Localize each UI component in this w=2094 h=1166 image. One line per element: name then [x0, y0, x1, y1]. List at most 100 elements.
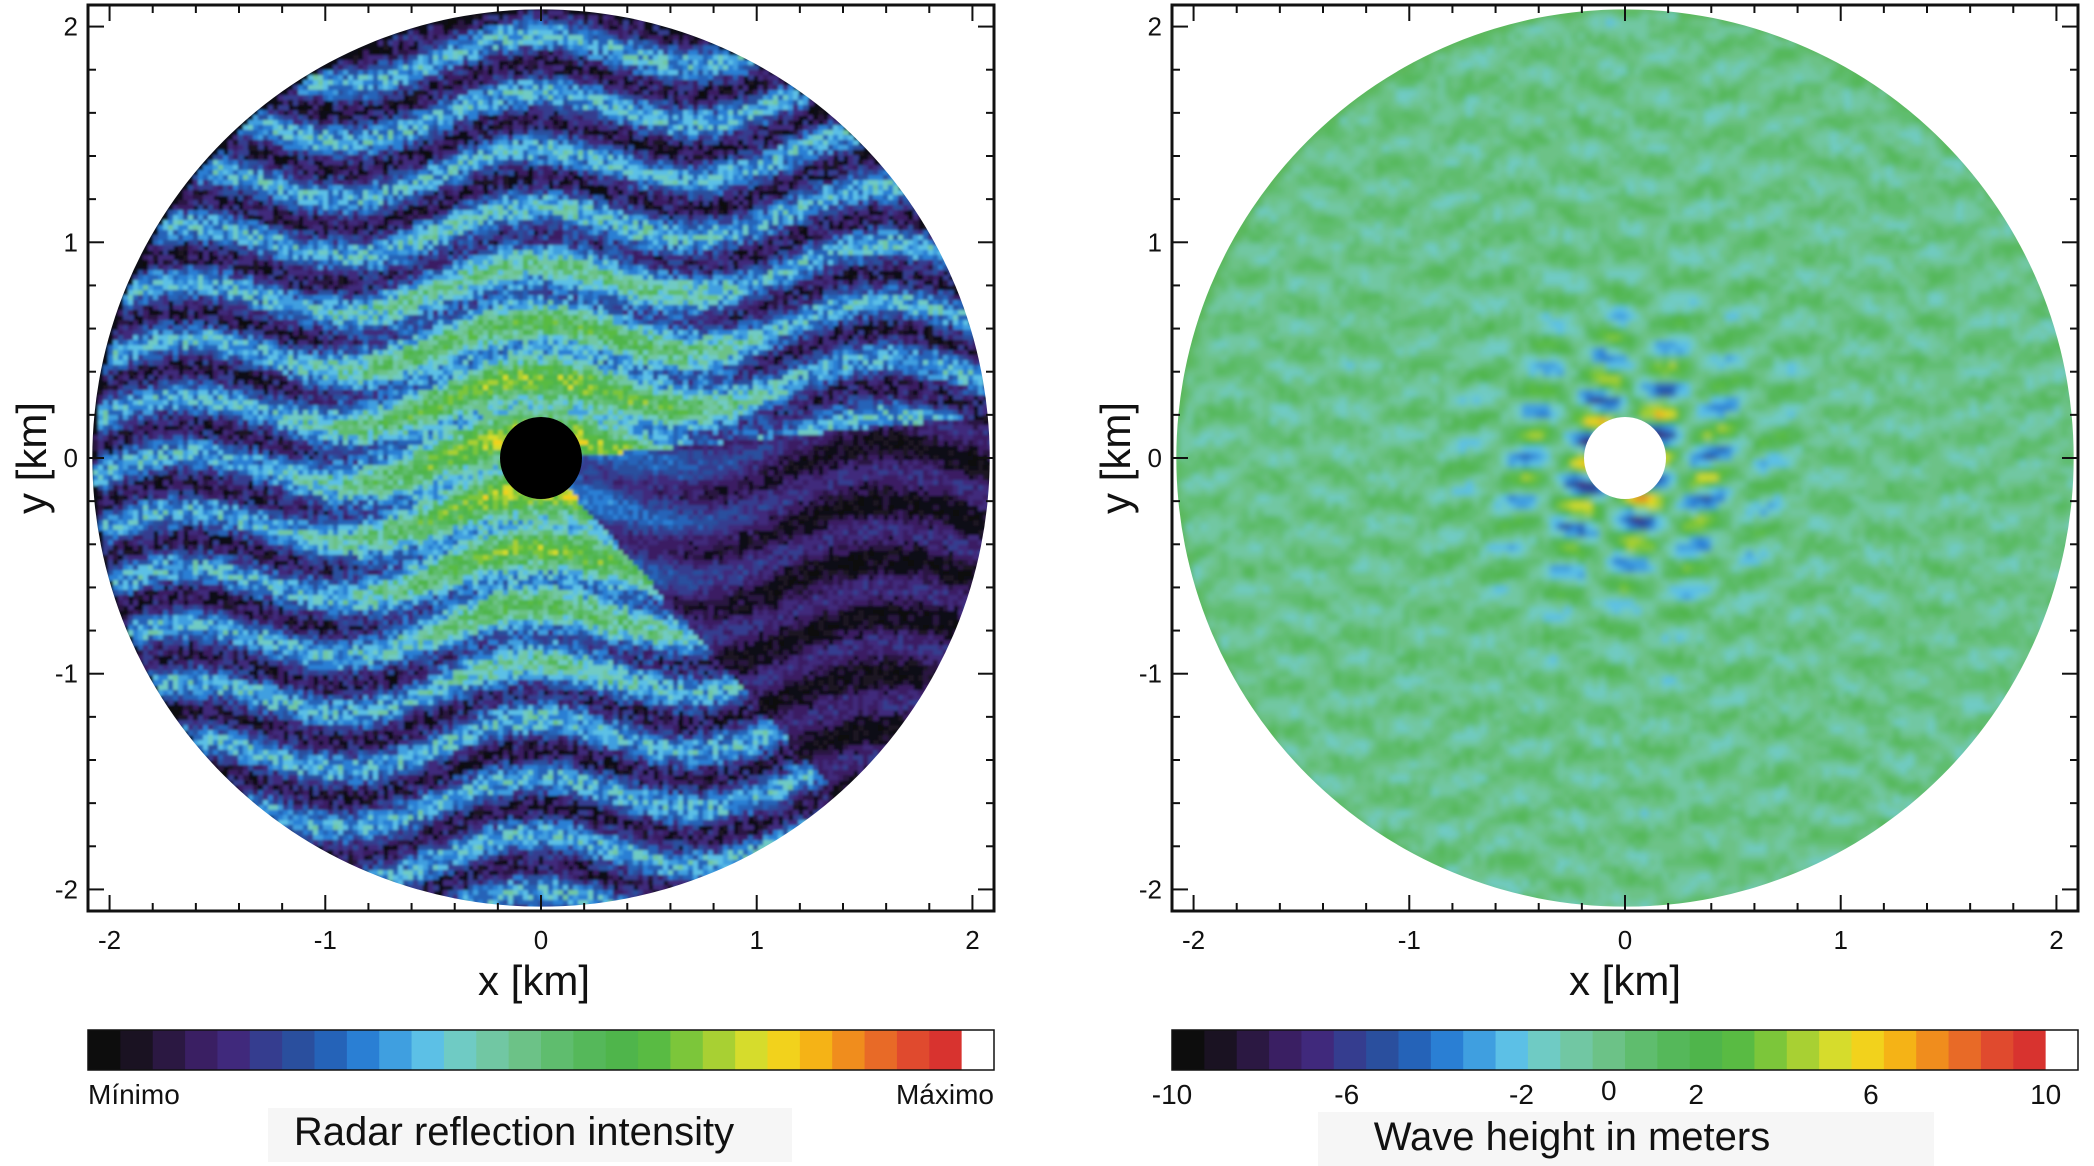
colorbar-segment — [670, 1030, 704, 1070]
y-tick-label: 1 — [1148, 227, 1162, 257]
colorbar-segment — [1722, 1030, 1756, 1070]
colorbar-tick-label: 2 — [1688, 1079, 1704, 1110]
colorbar-segment — [379, 1030, 413, 1070]
colorbar-title-backdrop — [268, 1108, 792, 1162]
colorbar-segment — [1657, 1030, 1691, 1070]
y-tick-label: 2 — [1148, 12, 1162, 42]
y-axis-title: y [km] — [8, 402, 55, 514]
colorbar-title: Radar reflection intensity — [294, 1110, 734, 1154]
colorbar-segment — [1333, 1030, 1367, 1070]
colorbar-tick-label: 10 — [2030, 1079, 2061, 1110]
colorbar-segment — [864, 1030, 898, 1070]
colorbar-segment — [929, 1030, 963, 1070]
y-tick-label: 0 — [64, 443, 78, 473]
colorbar-segment — [120, 1030, 154, 1070]
colorbar-segment — [185, 1030, 219, 1070]
wave-height-colorbar — [1171, 1029, 2079, 1071]
x-tick-label: -1 — [1398, 925, 1421, 955]
colorbar-segment — [896, 1030, 930, 1070]
colorbar-segment — [1366, 1030, 1400, 1070]
colorbar-segment — [1463, 1030, 1497, 1070]
colorbar-frame — [87, 1029, 995, 1071]
y-axis-label: y [km] — [8, 402, 55, 514]
x-axis-label: x [km] — [1569, 957, 1681, 1004]
radar-intensity-plot-area — [92, 9, 990, 907]
colorbar-segment — [832, 1030, 866, 1070]
x-axis-label: x [km] — [478, 957, 590, 1004]
colorbar-segment — [767, 1030, 801, 1070]
axis-ticks: -2 -1 0 1 2 -2 -1 0 1 2 — [1139, 5, 2078, 955]
y-tick-label: -2 — [1139, 874, 1162, 904]
y-tick-label: 2 — [64, 12, 78, 42]
x-axis-title: x [km] — [478, 957, 590, 1004]
colorbar-segment — [476, 1030, 510, 1070]
x-axis-title: x [km] — [1569, 957, 1681, 1004]
x-tick-label: 0 — [534, 925, 548, 955]
colorbar-segment — [1172, 1030, 1205, 1070]
colorbar-segment — [1851, 1030, 1885, 1070]
colorbar-segment — [1592, 1030, 1626, 1070]
colorbar-segment — [1625, 1030, 1658, 1070]
colorbar-segment — [1495, 1030, 1529, 1070]
y-tick-label: -1 — [55, 659, 78, 689]
colorbar-segment — [282, 1030, 316, 1070]
colorbar-max-label: Máximo — [896, 1079, 994, 1110]
x-tick-label: 1 — [1833, 925, 1847, 955]
colorbar-segment — [1883, 1030, 1917, 1070]
colorbar-segment — [2013, 1030, 2047, 1070]
colorbar-segment — [217, 1030, 251, 1070]
intensity-colorbar — [87, 1029, 995, 1071]
radar-blind-center — [1584, 417, 1666, 499]
colorbar-segment — [249, 1030, 283, 1070]
colorbar-segment — [799, 1030, 833, 1070]
colorbar-segment — [541, 1030, 574, 1070]
wave-height-field — [1176, 9, 2074, 907]
radar-intensity-field — [92, 9, 990, 907]
colorbar-segment — [1204, 1030, 1238, 1070]
colorbar-segment — [638, 1030, 672, 1070]
colorbar-tick-label: 0 — [1601, 1075, 1617, 1106]
colorbar-tick-label: 6 — [1863, 1079, 1879, 1110]
colorbar-segment — [1689, 1030, 1723, 1070]
colorbar-segment — [1269, 1030, 1303, 1070]
y-tick-label: -1 — [1139, 659, 1162, 689]
axis-ticks: -2 -1 0 1 2 -2 -1 0 1 2 — [55, 5, 994, 955]
colorbar-segment — [508, 1030, 542, 1070]
x-tick-label: 1 — [749, 925, 763, 955]
x-tick-label: 2 — [2049, 925, 2063, 955]
colorbar-segment — [314, 1030, 348, 1070]
colorbar-segment — [1819, 1030, 1853, 1070]
colorbar-segment — [961, 1030, 995, 1070]
x-tick-label: 0 — [1618, 925, 1632, 955]
colorbar-tick-label: -6 — [1334, 1079, 1359, 1110]
colorbar-segment — [443, 1030, 477, 1070]
colorbar-segment — [1916, 1030, 1950, 1070]
colorbar-title: Wave height in meters — [1374, 1115, 1770, 1159]
colorbar-segment — [1786, 1030, 1820, 1070]
colorbar-segment — [1948, 1030, 1982, 1070]
radar-blind-center — [500, 417, 582, 499]
colorbar-segment — [152, 1030, 186, 1070]
colorbar-segment — [88, 1030, 121, 1070]
colorbar-segment — [411, 1030, 445, 1070]
colorbar-segment — [1430, 1030, 1464, 1070]
colorbar-segment — [702, 1030, 736, 1070]
colorbar-segment — [2045, 1030, 2079, 1070]
colorbar-segment — [1980, 1030, 2014, 1070]
x-tick-label: -2 — [1182, 925, 1205, 955]
y-tick-label: -2 — [55, 874, 78, 904]
colorbar-frame — [1171, 1029, 2079, 1071]
colorbar-tick-label: -2 — [1509, 1079, 1534, 1110]
colorbar-title-backdrop — [1318, 1112, 1934, 1166]
y-axis-title: y [km] — [1092, 402, 1139, 514]
colorbar-segment — [573, 1030, 607, 1070]
colorbar-segment — [1301, 1030, 1335, 1070]
x-tick-label: 2 — [965, 925, 979, 955]
colorbar-segment — [346, 1030, 380, 1070]
y-tick-label: 0 — [1148, 443, 1162, 473]
colorbar-segment — [1398, 1030, 1432, 1070]
y-axis-label: y [km] — [1092, 402, 1139, 514]
colorbar-tick-label: -10 — [1152, 1079, 1192, 1110]
